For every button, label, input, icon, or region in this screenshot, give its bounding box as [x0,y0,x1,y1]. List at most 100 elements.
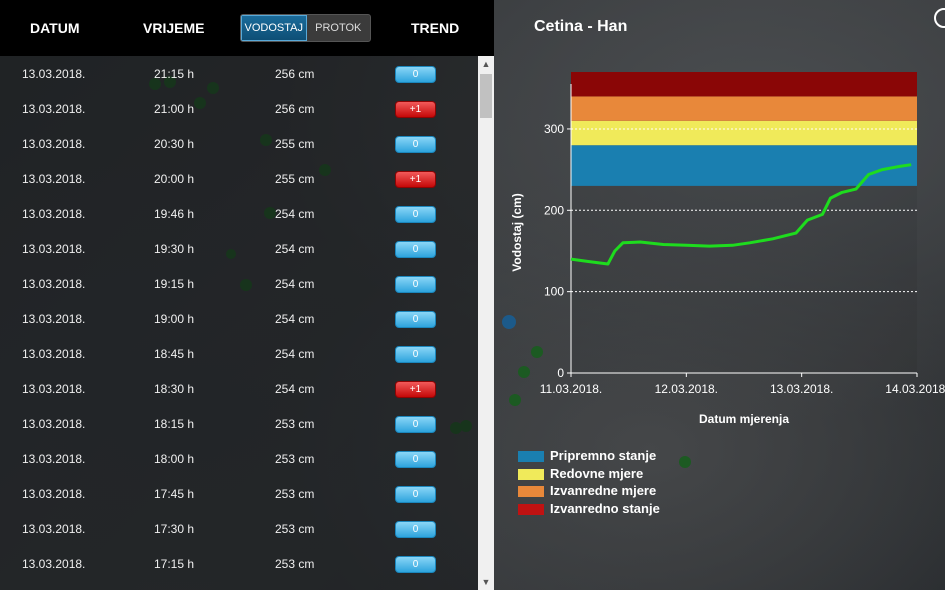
table-body[interactable]: 13.03.2018. 21:15 h 256 cm 0 13.03.2018. 21:0… [0,56,478,590]
row-date: 13.03.2018. [22,137,86,151]
row-time: 17:30 h [154,522,195,536]
legend-label: Izvanredno stanje [550,500,660,516]
row-time: 21:15 h [154,67,195,81]
table-row[interactable]: 13.03.2018. 17:15 h 253 cm 0 [0,546,478,581]
row-level: 253 cm [275,522,315,536]
x-axis-label: Datum mjerenja [699,412,789,426]
row-level: 254 cm [275,277,315,291]
row-time: 19:15 h [154,277,195,291]
row-date: 13.03.2018. [22,487,86,501]
row-time: 19:00 h [154,312,195,326]
legend-swatch [518,468,544,480]
header-trend: TREND [411,20,460,36]
row-date: 13.03.2018. [22,277,86,291]
trend-badge: 0 [395,451,436,468]
x-tick-label: 11.03.2018. [540,382,603,396]
row-level: 254 cm [275,207,315,221]
x-tick-label: 14.03.2018. [885,382,945,396]
table-row[interactable]: 13.03.2018. 20:00 h 255 cm +1 [0,161,478,196]
y-tick-label: 100 [544,285,564,299]
row-date: 13.03.2018. [22,522,86,536]
trend-badge: 0 [395,276,436,293]
row-time: 17:45 h [154,487,195,501]
trend-badge: 0 [395,66,436,83]
row-time: 19:30 h [154,242,195,256]
chart-title: Cetina - Han [534,18,628,35]
y-tick-label: 200 [544,203,564,217]
row-date: 13.03.2018. [22,172,86,186]
row-date: 13.03.2018. [22,67,86,81]
legend-label: Pripremno stanje [550,448,657,463]
legend-item[interactable]: Redovne mjere [518,466,718,482]
row-time: 17:15 h [154,557,195,571]
legend-label: Redovne mjere [550,465,644,481]
table-header: DATUM VRIJEME VODOSTAJ PROTOK TREND [0,0,494,56]
legend-swatch [518,451,544,462]
row-time: 18:45 h [154,347,195,361]
water-level-table: DATUM VRIJEME VODOSTAJ PROTOK TREND 13.0… [0,0,494,590]
row-level: 253 cm [275,487,315,501]
table-row[interactable]: 13.03.2018. 17:45 h 253 cm 0 [0,476,478,511]
table-row[interactable]: 13.03.2018. 19:30 h 254 cm 0 [0,231,478,266]
row-date: 13.03.2018. [22,382,86,396]
row-level: 254 cm [275,242,315,256]
trend-badge: 0 [395,311,436,328]
scroll-up-icon[interactable]: ▲ [481,59,491,69]
y-tick-label: 0 [557,366,564,380]
table-row[interactable]: 13.03.2018. 17:30 h 253 cm 0 [0,511,478,546]
table-row[interactable]: 13.03.2018. 19:46 h 254 cm 0 [0,196,478,231]
y-axis-label: Vodostaj (cm) [510,193,524,271]
trend-badge: 0 [395,416,436,433]
legend-swatch [518,503,544,515]
table-scrollbar[interactable]: ▲ ▼ [478,56,494,590]
legend-item[interactable]: Izvanredno stanje [518,501,718,517]
trend-badge: 0 [395,241,436,258]
trend-badge: 0 [395,136,436,153]
threshold-band [571,120,917,146]
row-time: 18:30 h [154,382,195,396]
table-row[interactable]: 13.03.2018. 18:45 h 254 cm 0 [0,336,478,371]
row-level: 256 cm [275,67,315,81]
table-row[interactable]: 13.03.2018. 18:15 h 253 cm 0 [0,406,478,441]
threshold-band [571,72,917,97]
table-row[interactable]: 13.03.2018. 20:30 h 255 cm 0 [0,126,478,161]
row-time: 20:00 h [154,172,195,186]
row-level: 254 cm [275,312,315,326]
trend-badge: 0 [395,556,436,573]
table-row[interactable]: 13.03.2018. 19:15 h 254 cm 0 [0,266,478,301]
toggle-water-level[interactable]: VODOSTAJ [241,15,307,41]
row-date: 13.03.2018. [22,102,86,116]
trend-badge: +1 [395,101,436,118]
row-level: 254 cm [275,347,315,361]
table-row[interactable]: 13.03.2018. 18:30 h 254 cm +1 [0,371,478,406]
header-date: DATUM [30,20,80,36]
threshold-band [571,145,917,186]
row-level: 255 cm [275,172,315,186]
row-date: 13.03.2018. [22,242,86,256]
table-row[interactable]: 13.03.2018. 21:00 h 256 cm +1 [0,91,478,126]
threshold-band [571,96,917,121]
scroll-down-icon[interactable]: ▼ [481,577,491,587]
trend-badge: 0 [395,206,436,223]
row-time: 21:00 h [154,102,195,116]
row-level: 254 cm [275,382,315,396]
x-tick-label: 13.03.2018. [770,382,833,396]
table-row[interactable]: 13.03.2018. 19:00 h 254 cm 0 [0,301,478,336]
row-time: 19:46 h [154,207,195,221]
panel-icon[interactable] [934,8,945,28]
scrollbar-thumb[interactable] [480,74,492,118]
row-date: 13.03.2018. [22,557,86,571]
row-date: 13.03.2018. [22,417,86,431]
series-line [570,163,912,266]
y-tick-label: 300 [544,122,564,136]
toggle-flow[interactable]: PROTOK [315,22,362,34]
legend-item[interactable]: Pripremno stanje [518,448,718,464]
trend-badge: +1 [395,381,436,398]
legend-item[interactable]: Izvanredne mjere [518,483,718,499]
row-date: 13.03.2018. [22,347,86,361]
chart-panel: Cetina - Han 0 100 200 300 11.03.2018. 12.03.… [494,0,945,590]
table-row[interactable]: 13.03.2018. 18:00 h 253 cm 0 [0,441,478,476]
table-row[interactable]: 13.03.2018. 21:15 h 256 cm 0 [0,56,478,91]
trend-badge: 0 [395,346,436,363]
row-date: 13.03.2018. [22,452,86,466]
